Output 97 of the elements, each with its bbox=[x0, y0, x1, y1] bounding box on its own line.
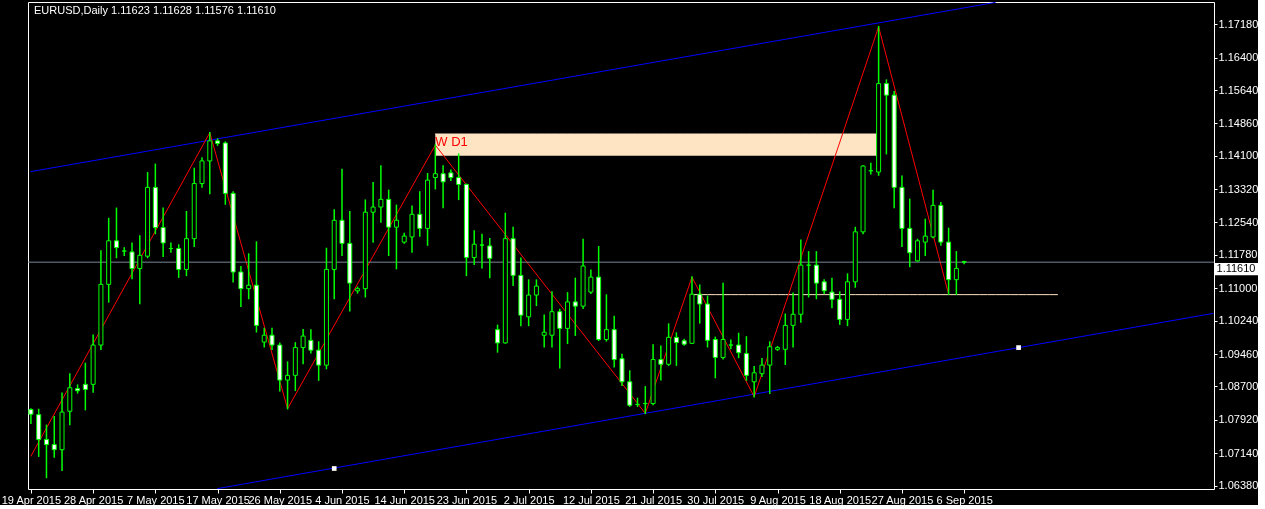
candlestick bbox=[658, 345, 664, 381]
candlestick bbox=[728, 339, 734, 350]
candlestick bbox=[883, 79, 889, 155]
candlestick bbox=[339, 168, 345, 257]
candlestick bbox=[285, 361, 291, 410]
candlestick bbox=[316, 341, 322, 381]
y-tick-label: 1.07920 bbox=[1218, 413, 1259, 426]
x-tick-label: 28 Apr 2015 bbox=[63, 493, 124, 506]
candlestick bbox=[743, 336, 749, 381]
candlestick bbox=[238, 266, 244, 307]
y-tick-label: 1.12540 bbox=[1218, 215, 1259, 228]
candlestick bbox=[837, 291, 843, 325]
y-tick-label: 1.08700 bbox=[1218, 379, 1259, 392]
x-tick-label: 7 May 2015 bbox=[127, 493, 185, 506]
y-tick-label: 1.07140 bbox=[1218, 446, 1259, 459]
candlestick bbox=[456, 153, 462, 201]
line-series bbox=[30, 26, 950, 457]
candlestick bbox=[533, 279, 539, 307]
x-tick-label: 30 Jul 2015 bbox=[687, 493, 745, 506]
x-tick-label: 12 Jul 2015 bbox=[562, 493, 620, 506]
candlestick bbox=[300, 328, 306, 365]
candlestick bbox=[67, 373, 73, 426]
candlestick bbox=[199, 157, 205, 188]
candlestick bbox=[308, 329, 314, 354]
candlestick bbox=[572, 277, 578, 336]
candlestick bbox=[790, 292, 796, 348]
x-tick-label: 14 Jun 2015 bbox=[374, 493, 435, 506]
y-tick-label: 1.11000 bbox=[1218, 281, 1258, 294]
candlestick bbox=[440, 165, 446, 209]
candlestick bbox=[549, 291, 555, 348]
x-tick-label: 4 Jun 2015 bbox=[315, 493, 370, 506]
candlestick bbox=[953, 251, 959, 295]
y-tick-label: 1.10240 bbox=[1218, 314, 1259, 327]
candlestick bbox=[619, 353, 625, 386]
candlestick bbox=[751, 366, 757, 398]
x-tick-label: 17 May 2015 bbox=[186, 493, 250, 506]
candlestick bbox=[479, 233, 485, 269]
candlestick bbox=[712, 336, 718, 379]
x-tick-label: 26 May 2015 bbox=[248, 493, 313, 506]
candlestick bbox=[673, 332, 679, 366]
candlestick bbox=[51, 416, 57, 458]
candlestick bbox=[915, 238, 920, 262]
candlestick bbox=[829, 277, 835, 309]
candlestick bbox=[495, 324, 501, 353]
x-tick-label: 19 Apr 2015 bbox=[1, 493, 62, 506]
candlestick bbox=[526, 279, 532, 327]
y-tick-label: 1.17180 bbox=[1218, 17, 1259, 30]
candlestick bbox=[160, 207, 166, 257]
y-tick-label: 1.06380 bbox=[1218, 479, 1259, 492]
candlestick bbox=[487, 237, 493, 279]
candlestick bbox=[471, 230, 477, 266]
y-tick-label: 1.16400 bbox=[1218, 51, 1259, 64]
x-tick-label: 23 Jun 2015 bbox=[436, 493, 498, 506]
candlestick bbox=[697, 284, 703, 324]
candlestick bbox=[370, 181, 376, 243]
x-tick-label: 21 Jul 2015 bbox=[625, 493, 683, 506]
candlestick bbox=[541, 314, 547, 348]
candlestick bbox=[782, 313, 788, 366]
candlestick bbox=[176, 244, 182, 278]
candlestick bbox=[207, 131, 213, 195]
candlestick bbox=[627, 370, 633, 407]
candlestick bbox=[269, 327, 275, 351]
candlestick bbox=[246, 253, 252, 300]
candlestick bbox=[922, 218, 928, 257]
y-tick-label: 1.14860 bbox=[1218, 116, 1259, 129]
candlestick bbox=[432, 144, 438, 190]
y-tick-label: 1.11780 bbox=[1218, 248, 1258, 261]
x-tick-label: 6 Sep 2015 bbox=[936, 493, 993, 506]
candlestick bbox=[113, 207, 119, 259]
x-tick-label: 9 Aug 2015 bbox=[750, 493, 806, 506]
candlestick bbox=[813, 251, 819, 300]
candlestick bbox=[121, 247, 127, 257]
x-tick-label: 27 Aug 2015 bbox=[871, 493, 934, 506]
candlestick bbox=[417, 191, 423, 237]
candlestick bbox=[720, 282, 726, 360]
y-tick-label: 1.09460 bbox=[1218, 347, 1259, 360]
ref-line-label: 1.11610 bbox=[1216, 262, 1256, 275]
candlestick bbox=[129, 242, 135, 280]
y-tick-label: 1.13320 bbox=[1218, 182, 1259, 195]
chart-title: EURUSD,Daily 1.11623 1.11628 1.11576 1.11610 bbox=[34, 4, 276, 16]
candlestick bbox=[82, 362, 88, 411]
candlestick bbox=[43, 424, 49, 479]
series-label: W D1 bbox=[435, 134, 468, 149]
candlestick bbox=[261, 327, 267, 348]
candlestick bbox=[767, 341, 773, 395]
x-tick-label: 18 Aug 2015 bbox=[809, 493, 872, 506]
candlestick bbox=[736, 332, 742, 359]
candlestick bbox=[588, 269, 594, 295]
candlestick bbox=[137, 235, 143, 305]
x-tick-label: 2 Jul 2015 bbox=[503, 493, 555, 506]
candlestick bbox=[409, 205, 415, 253]
candlestick bbox=[557, 308, 563, 369]
y-tick-label: 1.14100 bbox=[1218, 149, 1259, 162]
candlestick bbox=[603, 294, 609, 342]
candlestick bbox=[393, 204, 399, 270]
candlestick bbox=[378, 165, 384, 223]
y-tick-label: 1.15640 bbox=[1218, 83, 1259, 96]
